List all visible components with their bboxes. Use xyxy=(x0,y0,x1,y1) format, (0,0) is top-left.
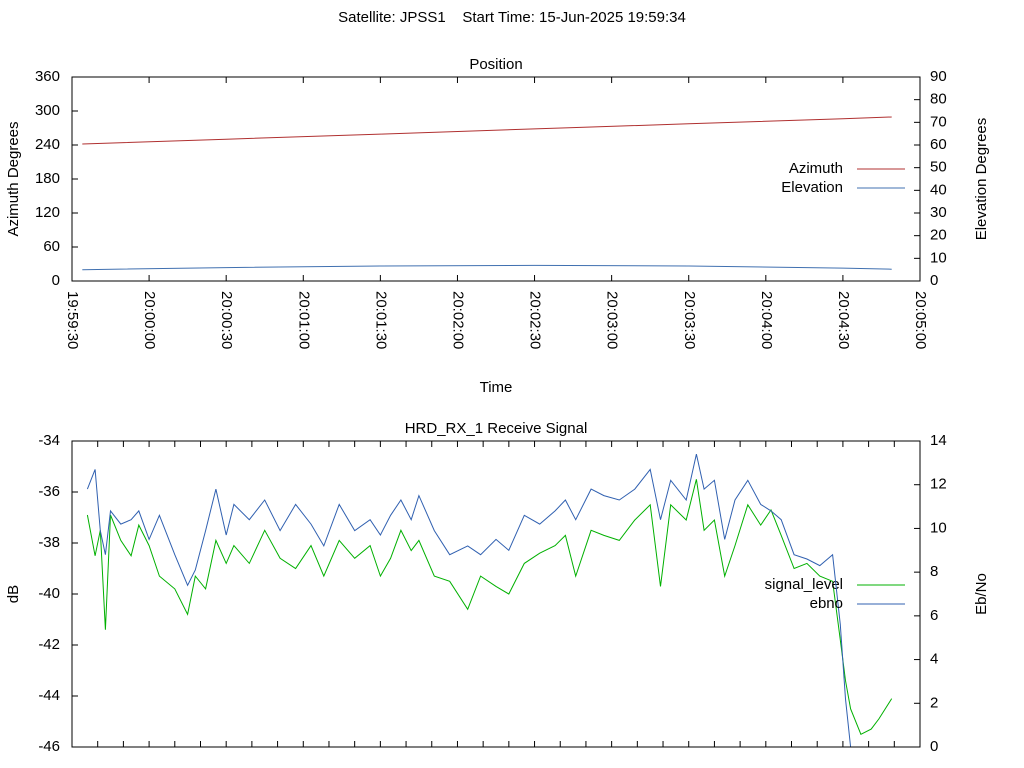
plot-frame xyxy=(71,76,921,282)
y-tick-label: -36 xyxy=(38,483,60,500)
y2-axis-label: Eb/No xyxy=(973,573,990,615)
y2-tick-label: 2 xyxy=(930,694,938,711)
y2-tick-label: 12 xyxy=(930,476,947,493)
y2-tick-label: 0 xyxy=(930,272,938,289)
y2-tick-label: 6 xyxy=(930,607,938,624)
y-axis-label: Azimuth Degrees xyxy=(5,121,22,236)
series-line xyxy=(82,116,892,145)
y-tick-label: -46 xyxy=(38,738,60,755)
y2-tick-label: 90 xyxy=(930,68,947,85)
y-tick-label: 120 xyxy=(35,204,60,221)
y-tick-label: -40 xyxy=(38,585,60,602)
series-line xyxy=(86,453,852,747)
y-tick-label: -44 xyxy=(38,687,60,704)
y-tick-label: -42 xyxy=(38,636,60,653)
y-tick-label: 60 xyxy=(43,238,60,255)
y2-tick-label: 50 xyxy=(930,159,947,176)
chart-title: Position xyxy=(469,56,522,73)
y2-tick-label: 30 xyxy=(930,204,947,221)
y2-tick-label: 20 xyxy=(930,227,947,244)
chart-title: HRD_RX_1 Receive Signal xyxy=(405,420,588,437)
y-tick-label: -38 xyxy=(38,534,60,551)
y2-tick-label: 14 xyxy=(930,432,947,449)
y2-tick-label: 60 xyxy=(930,136,947,153)
y2-tick-label: 10 xyxy=(930,249,947,266)
y2-tick-label: 40 xyxy=(930,181,947,198)
x-tick-label: 20:04:30 xyxy=(835,291,852,349)
legend-label: Elevation xyxy=(781,179,843,196)
y-tick-label: 360 xyxy=(35,68,60,85)
figure-title: Satellite: JPSS1 Start Time: 15-Jun-2025… xyxy=(338,9,686,26)
y2-tick-label: 4 xyxy=(930,651,938,668)
x-axis-label: Time xyxy=(480,379,513,396)
legend-label: ebno xyxy=(810,595,843,612)
x-tick-label: 19:59:30 xyxy=(64,291,81,349)
x-tick-label: 20:05:00 xyxy=(912,291,929,349)
y2-tick-label: 8 xyxy=(930,563,938,580)
x-tick-label: 20:00:30 xyxy=(218,291,235,349)
x-tick-label: 20:00:00 xyxy=(141,291,158,349)
x-tick-label: 20:01:00 xyxy=(295,291,312,349)
y2-axis-label: Elevation Degrees xyxy=(973,118,990,241)
x-tick-label: 20:03:30 xyxy=(681,291,698,349)
x-tick-label: 20:02:00 xyxy=(449,291,466,349)
x-tick-label: 20:02:30 xyxy=(527,291,544,349)
y2-tick-label: 80 xyxy=(930,91,947,108)
x-tick-label: 20:01:30 xyxy=(372,291,389,349)
y-axis-label: dB xyxy=(5,585,22,603)
y2-tick-label: 0 xyxy=(930,738,938,755)
y2-tick-label: 70 xyxy=(930,113,947,130)
y-tick-label: -34 xyxy=(38,432,60,449)
legend-label: signal_level xyxy=(765,576,843,593)
x-tick-label: 20:03:00 xyxy=(604,291,621,349)
y-tick-label: 300 xyxy=(35,102,60,119)
y-tick-label: 240 xyxy=(35,136,60,153)
legend-label: Azimuth xyxy=(789,160,843,177)
y2-tick-label: 10 xyxy=(930,519,947,536)
y-tick-label: 0 xyxy=(52,272,60,289)
plot-frame xyxy=(71,440,921,748)
series-line xyxy=(86,479,893,735)
y-tick-label: 180 xyxy=(35,170,60,187)
series-line xyxy=(82,264,892,271)
x-tick-label: 20:04:00 xyxy=(758,291,775,349)
